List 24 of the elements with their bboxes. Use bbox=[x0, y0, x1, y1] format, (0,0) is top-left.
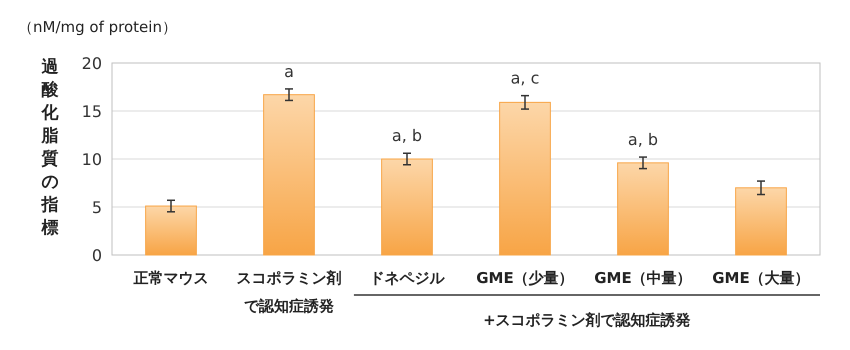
bar bbox=[263, 94, 315, 256]
x-tick-label: 正常マウス bbox=[132, 269, 208, 287]
bar bbox=[381, 158, 433, 256]
y-tick-label: 15 bbox=[82, 102, 102, 121]
x-tick-label: スコポラミン剤で認知症誘発 bbox=[236, 269, 342, 315]
y-tick-label: 0 bbox=[92, 246, 102, 265]
data-label: a, b bbox=[628, 130, 658, 150]
data-label: a bbox=[284, 62, 294, 81]
x-tick-label: ドネペジル bbox=[370, 269, 446, 287]
text: +スコポラミン剤で認知症誘発 bbox=[483, 311, 691, 329]
data-label: a, b bbox=[392, 126, 422, 146]
x-tick-label: GME（大量） bbox=[712, 269, 810, 287]
bar bbox=[499, 102, 551, 256]
y-tick-label: 20 bbox=[82, 54, 102, 73]
data-label: a, c bbox=[510, 68, 540, 88]
bar bbox=[735, 187, 787, 256]
y-tick-label: 10 bbox=[82, 150, 102, 169]
y-axis-title: 過酸化脂質の指標 bbox=[40, 57, 60, 238]
text: （nM/mg of protein） bbox=[18, 18, 177, 36]
x-tick-label: GME（中量） bbox=[594, 269, 692, 287]
x-tick-label: GME（少量） bbox=[476, 269, 574, 287]
bar bbox=[617, 162, 669, 256]
bar bbox=[145, 206, 197, 256]
y-tick-label: 5 bbox=[92, 198, 102, 217]
